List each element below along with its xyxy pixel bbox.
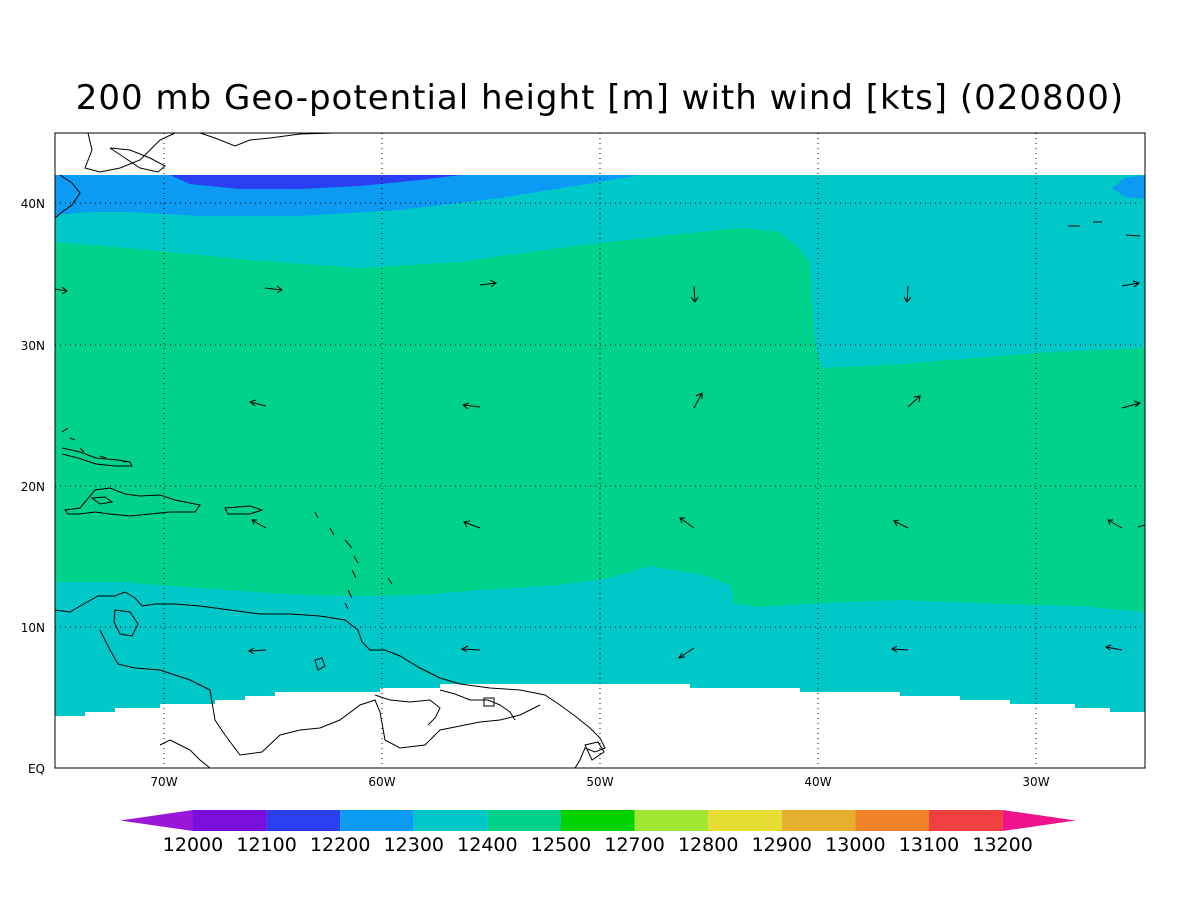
- wind-arrow: [1121, 280, 1141, 288]
- colorbar-swatch: [708, 810, 782, 831]
- border-colombia: [159, 739, 211, 769]
- lon-axis: 70W 60W 50W 40W 30W: [150, 775, 1049, 789]
- colorbar-swatch: [487, 810, 561, 831]
- colorbar-label: 13200: [972, 834, 1032, 856]
- coast-amazon-mouth: [584, 741, 605, 761]
- colorbar-swatch: [781, 810, 856, 831]
- colorbar-label: 12500: [531, 834, 591, 856]
- colorbar-label: 12900: [752, 834, 812, 856]
- coast-lake-maracaibo: [113, 609, 139, 637]
- wind-vectors: [54, 279, 1146, 659]
- colorbar-label: 13000: [825, 834, 885, 856]
- colorbar-label: 12800: [678, 834, 738, 856]
- lon-label-40w: 40W: [804, 775, 831, 789]
- coast-cuba: [61, 447, 133, 467]
- colorbar-label: 12200: [310, 834, 370, 856]
- wind-arrow: [463, 520, 481, 529]
- graticule: [55, 133, 1145, 768]
- height-field: [55, 175, 1145, 720]
- wind-arrow: [1104, 644, 1123, 651]
- coast-canada-islands: [199, 132, 336, 147]
- wind-arrow: [678, 647, 695, 659]
- colorbar-label: 12700: [604, 834, 664, 856]
- border-guyana: [374, 694, 441, 726]
- lat-label-eq: EQ: [28, 762, 45, 776]
- lon-label-60w: 60W: [368, 775, 395, 789]
- coast-puerto-rico: [224, 505, 264, 515]
- band-12400: [55, 228, 1145, 612]
- wind-arrow: [54, 286, 68, 295]
- colorbar: 12000 12100 12200 12300 12400 12500 12700 12800…: [120, 810, 1076, 856]
- wind-arrow: [248, 647, 267, 655]
- lat-label-30n: 30N: [21, 339, 45, 353]
- band-12200-east: [1112, 175, 1145, 199]
- lat-label-20n: 20N: [21, 480, 45, 494]
- wind-arrow: [693, 392, 703, 409]
- border-venezuela: [99, 629, 541, 756]
- wind-arrow: [690, 285, 699, 303]
- lon-label-30w: 30W: [1022, 775, 1049, 789]
- band-12200: [55, 175, 640, 216]
- coast-lesser-antilles: [314, 511, 393, 610]
- colorbar-swatch: [340, 810, 414, 831]
- colorbar-swatch: [193, 810, 267, 831]
- wind-arrow: [251, 519, 267, 529]
- lat-label-10n: 10N: [21, 621, 45, 635]
- colorbar-label: 12100: [236, 834, 296, 856]
- coast-jamaica: [90, 496, 114, 505]
- islands-bahamas: [61, 427, 127, 463]
- colorbar-label: 13100: [899, 834, 959, 856]
- wind-arrow: [1107, 519, 1123, 529]
- wind-arrow: [893, 519, 909, 529]
- colorbar-swatch: [413, 810, 488, 831]
- wind-arrow: [907, 395, 921, 408]
- map-title: 200 mb Geo-potential height [m] with win…: [75, 78, 1125, 118]
- wind-arrow: [248, 399, 267, 407]
- coast-marajo: [483, 697, 495, 707]
- wind-arrow: [479, 279, 497, 288]
- colorbar-swatch: [561, 810, 635, 831]
- colorbar-label: 12300: [384, 834, 444, 856]
- coast-nova-scotia: [109, 147, 166, 173]
- wind-arrow: [460, 645, 481, 653]
- wind-arrow: [1121, 400, 1142, 409]
- colorbar-swatch: [929, 810, 1003, 831]
- coast-north-america: [84, 132, 176, 173]
- wind-arrow: [891, 645, 909, 653]
- border-suriname: [439, 689, 516, 721]
- lon-label-70w: 70W: [150, 775, 177, 789]
- wind-arrow: [903, 285, 912, 303]
- colorbar-swatch: [855, 810, 929, 831]
- wind-arrow: [264, 285, 283, 294]
- band-12100: [170, 175, 460, 189]
- wind-arrow: [461, 402, 481, 410]
- wind-arrow: [1137, 524, 1146, 528]
- no-data-area: [55, 684, 1145, 720]
- coast-hispaniola: [64, 487, 201, 517]
- colorbar-swatch: [634, 810, 709, 831]
- coast-northeast-us: [54, 174, 81, 219]
- map-frame: [54, 132, 1146, 769]
- colorbar-swatch-over: [1002, 810, 1076, 831]
- lat-axis: 40N 30N 20N 10N EQ: [21, 197, 45, 776]
- islands-azores: [1068, 221, 1141, 237]
- coast-south-america: [54, 591, 606, 769]
- lon-label-50w: 50W: [586, 775, 613, 789]
- lat-label-40n: 40N: [21, 197, 45, 211]
- colorbar-label: 12400: [457, 834, 517, 856]
- colorbar-swatch-under: [120, 810, 193, 831]
- coastlines: [54, 132, 1141, 769]
- colorbar-label: 12000: [163, 834, 223, 856]
- colorbar-swatch: [266, 810, 341, 831]
- wind-arrow: [679, 517, 695, 529]
- coast-trinidad: [314, 657, 326, 671]
